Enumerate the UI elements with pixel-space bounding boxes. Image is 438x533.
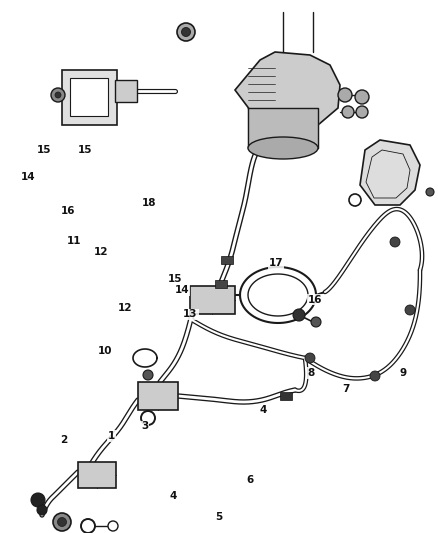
Text: 7: 7 — [343, 384, 350, 394]
Text: 16: 16 — [308, 295, 323, 304]
Circle shape — [81, 519, 95, 533]
Circle shape — [338, 88, 352, 102]
Text: 11: 11 — [67, 236, 82, 246]
Circle shape — [55, 92, 61, 98]
Polygon shape — [235, 52, 340, 130]
Text: 6: 6 — [246, 475, 253, 484]
Bar — [138, 382, 178, 410]
Text: 9: 9 — [399, 368, 406, 378]
Circle shape — [355, 90, 369, 104]
Circle shape — [31, 493, 45, 507]
Text: 10: 10 — [98, 346, 113, 356]
Text: 8: 8 — [307, 368, 314, 378]
Circle shape — [311, 317, 321, 327]
Text: 3: 3 — [141, 422, 148, 431]
Circle shape — [405, 305, 415, 315]
Ellipse shape — [248, 137, 318, 159]
Text: 12: 12 — [93, 247, 108, 256]
Bar — [190, 286, 235, 314]
Text: 14: 14 — [174, 286, 189, 295]
Text: 16: 16 — [60, 206, 75, 216]
Circle shape — [108, 521, 118, 531]
Text: 1: 1 — [108, 431, 115, 441]
Circle shape — [181, 28, 191, 36]
Text: 15: 15 — [168, 274, 183, 284]
Text: 15: 15 — [36, 146, 51, 155]
Text: 17: 17 — [268, 259, 283, 268]
Circle shape — [141, 411, 155, 425]
Text: 18: 18 — [141, 198, 156, 207]
Bar — [280, 392, 292, 400]
Bar — [62, 70, 117, 125]
Text: 2: 2 — [60, 435, 67, 445]
Bar — [115, 80, 137, 102]
Bar — [221, 256, 233, 264]
Text: 13: 13 — [183, 310, 198, 319]
Circle shape — [349, 194, 361, 206]
Circle shape — [305, 353, 315, 363]
Bar — [78, 462, 116, 488]
Circle shape — [57, 518, 67, 527]
Circle shape — [37, 505, 47, 515]
Bar — [215, 280, 227, 288]
Text: 4: 4 — [259, 406, 266, 415]
Circle shape — [390, 237, 400, 247]
Circle shape — [51, 88, 65, 102]
Text: 14: 14 — [21, 173, 36, 182]
Text: 12: 12 — [117, 303, 132, 313]
Text: 15: 15 — [78, 146, 93, 155]
Circle shape — [356, 106, 368, 118]
Circle shape — [143, 370, 153, 380]
Text: 5: 5 — [215, 512, 223, 522]
Circle shape — [426, 188, 434, 196]
Circle shape — [370, 371, 380, 381]
Circle shape — [177, 23, 195, 41]
Circle shape — [342, 106, 354, 118]
Circle shape — [53, 513, 71, 531]
Polygon shape — [360, 140, 420, 205]
Polygon shape — [248, 108, 318, 148]
Text: 4: 4 — [170, 491, 177, 500]
Circle shape — [293, 309, 305, 321]
Bar — [70, 78, 108, 116]
